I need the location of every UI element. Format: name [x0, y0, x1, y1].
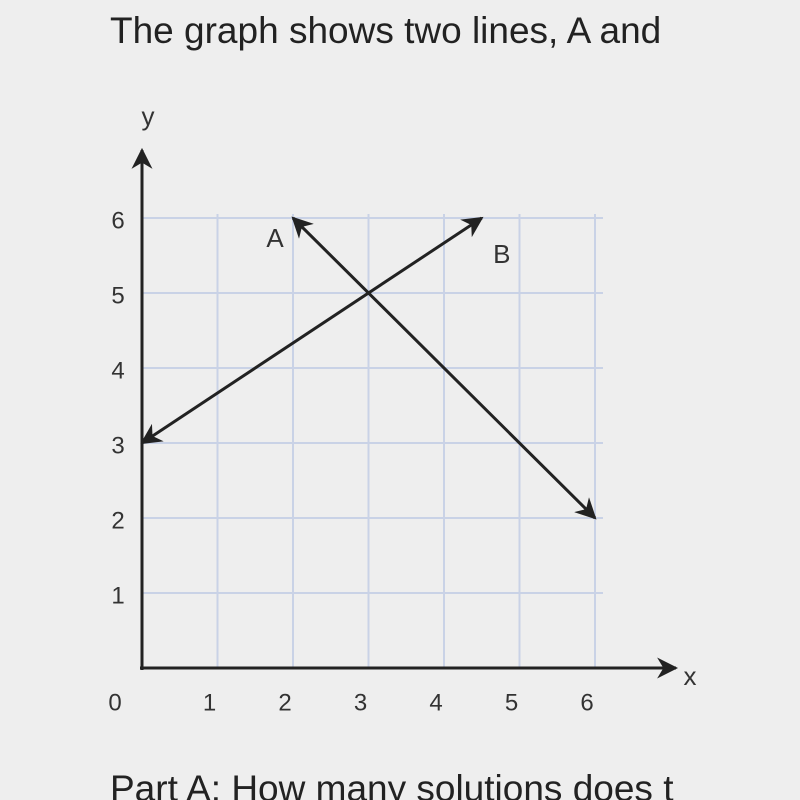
x-tick-label: 1	[203, 689, 216, 716]
y-tick-label: 3	[111, 432, 124, 459]
y-tick-label: 1	[111, 582, 124, 609]
x-tick-label: 3	[354, 689, 367, 716]
y-tick-label: 4	[111, 357, 124, 384]
y-axis-label: y	[142, 101, 155, 131]
line-1	[140, 216, 484, 445]
question-text: The graph shows two lines, A and	[110, 10, 662, 51]
y-tick-label: 5	[111, 282, 124, 309]
part-a-text: Part A: How many solutions does t	[110, 768, 674, 800]
y-tick-label: 6	[111, 207, 124, 234]
y-tick-label: 2	[111, 507, 124, 534]
x-tick-label: 2	[278, 689, 291, 716]
line-label: A	[266, 223, 284, 253]
x-tick-label: 0	[108, 689, 121, 716]
x-axis-label: x	[684, 661, 697, 691]
line-label: B	[493, 239, 510, 269]
x-tick-label: 4	[429, 689, 442, 716]
x-tick-label: 6	[580, 689, 593, 716]
x-tick-label: 5	[505, 689, 518, 716]
